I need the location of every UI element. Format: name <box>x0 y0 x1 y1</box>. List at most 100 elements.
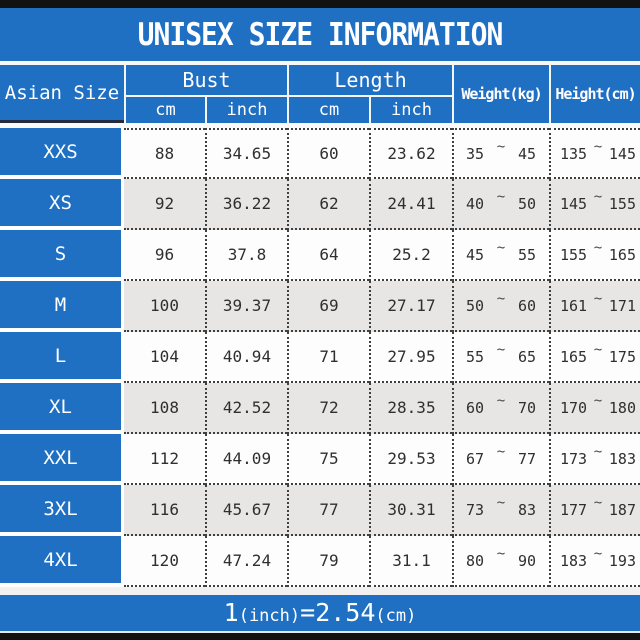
table-row-l: L 104 40.94 71 27.95 55 ~65 165 ~175 <box>0 332 640 383</box>
weight-min: 55 <box>466 347 485 366</box>
height-max: 193 <box>608 551 636 570</box>
tilde: ~ <box>496 138 506 155</box>
length-inch-cell: 29.53 <box>369 434 452 485</box>
length-cm-cell: 60 <box>287 128 369 179</box>
weight-range-cell: 67 ~77 <box>452 434 549 485</box>
height-range-cell: 145 ~155 <box>549 179 640 230</box>
header-bust-cm: cm <box>124 97 205 123</box>
header-bust-inch: inch <box>205 97 287 123</box>
weight-max: 83 <box>517 500 536 519</box>
weight-range-cell: 40 ~50 <box>452 179 549 230</box>
header-length-inch: inch <box>369 97 452 123</box>
weight-max: 45 <box>517 144 536 163</box>
length-cm-cell: 79 <box>287 536 369 587</box>
size-cell: M <box>0 281 124 332</box>
length-cm-cell: 71 <box>287 332 369 383</box>
bust-inch-cell: 47.24 <box>205 536 287 587</box>
table-row-xl: XL 108 42.52 72 28.35 60 ~70 170 ~180 <box>0 383 640 434</box>
height-max: 180 <box>608 398 636 417</box>
table-row-xs: XS 92 36.22 62 24.41 40 ~50 145 ~155 <box>0 179 640 230</box>
header-length: Length <box>287 65 452 97</box>
height-max: 175 <box>608 347 636 366</box>
tilde: ~ <box>593 341 603 358</box>
table-body: XXS 88 34.65 60 23.62 35 ~45 135 ~145 XS 9… <box>0 128 640 587</box>
bust-inch-cell: 44.09 <box>205 434 287 485</box>
weight-range-cell: 80 ~90 <box>452 536 549 587</box>
tilde: ~ <box>593 392 603 409</box>
height-min: 161 <box>560 296 588 315</box>
title-separator <box>0 61 640 65</box>
weight-range-cell: 35 ~45 <box>452 128 549 179</box>
height-min: 135 <box>560 144 588 163</box>
height-min: 145 <box>560 194 588 213</box>
size-cell: S <box>0 230 124 281</box>
height-range-cell: 177 ~187 <box>549 485 640 536</box>
bust-inch-cell: 39.37 <box>205 281 287 332</box>
size-cell: L <box>0 332 124 383</box>
bottom-separator <box>0 631 640 633</box>
tilde: ~ <box>496 494 506 511</box>
length-cm-cell: 62 <box>287 179 369 230</box>
height-min: 170 <box>560 398 588 417</box>
table-row-s: S 96 37.8 64 25.2 45 ~55 155 ~165 <box>0 230 640 281</box>
tilde: ~ <box>496 443 506 460</box>
weight-min: 80 <box>466 551 485 570</box>
size-cell: 4XL <box>0 536 124 587</box>
bust-inch-cell: 45.67 <box>205 485 287 536</box>
conversion-value: 1 <box>223 598 239 627</box>
tilde: ~ <box>496 392 506 409</box>
size-cell: XXS <box>0 128 124 179</box>
height-range-cell: 173 ~183 <box>549 434 640 485</box>
height-min: 165 <box>560 347 588 366</box>
weight-range-cell: 60 ~70 <box>452 383 549 434</box>
height-range-cell: 155 ~165 <box>549 230 640 281</box>
height-range-cell: 165 ~175 <box>549 332 640 383</box>
tilde: ~ <box>496 290 506 307</box>
weight-max: 60 <box>517 296 536 315</box>
height-min: 155 <box>560 245 588 264</box>
bust-cm-cell: 92 <box>124 179 205 230</box>
height-max: 165 <box>608 245 636 264</box>
bottom-black-bar <box>0 633 640 640</box>
bust-inch-cell: 34.65 <box>205 128 287 179</box>
weight-min: 67 <box>466 449 485 468</box>
weight-max: 55 <box>517 245 536 264</box>
header-asian-size: Asian Size <box>0 65 124 123</box>
height-range-cell: 170 ~180 <box>549 383 640 434</box>
weight-max: 90 <box>517 551 536 570</box>
header-height: Height(cm) <box>549 65 640 123</box>
length-inch-cell: 27.95 <box>369 332 452 383</box>
table-row-xxs: XXS 88 34.65 60 23.62 35 ~45 135 ~145 <box>0 128 640 179</box>
tilde: ~ <box>593 494 603 511</box>
size-cell: XS <box>0 179 124 230</box>
height-max: 145 <box>608 144 636 163</box>
weight-range-cell: 55 ~65 <box>452 332 549 383</box>
height-min: 173 <box>560 449 588 468</box>
table-row-3xl: 3XL 116 45.67 77 30.31 73 ~83 177 ~187 <box>0 485 640 536</box>
height-min: 183 <box>560 551 588 570</box>
top-black-bar <box>0 0 640 8</box>
bust-cm-cell: 112 <box>124 434 205 485</box>
size-cell: 3XL <box>0 485 124 536</box>
height-max: 155 <box>608 194 636 213</box>
conversion-equals: = <box>300 598 316 627</box>
weight-min: 40 <box>466 194 485 213</box>
weight-min: 45 <box>466 245 485 264</box>
weight-min: 60 <box>466 398 485 417</box>
height-range-cell: 161 ~171 <box>549 281 640 332</box>
bust-cm-cell: 104 <box>124 332 205 383</box>
bust-cm-cell: 88 <box>124 128 205 179</box>
table-row-4xl: 4XL 120 47.24 79 31.1 80 ~90 183 ~193 <box>0 536 640 587</box>
height-min: 177 <box>560 500 588 519</box>
length-inch-cell: 30.31 <box>369 485 452 536</box>
bust-inch-cell: 37.8 <box>205 230 287 281</box>
bust-cm-cell: 120 <box>124 536 205 587</box>
bust-inch-cell: 36.22 <box>205 179 287 230</box>
length-inch-cell: 25.2 <box>369 230 452 281</box>
height-range-cell: 135 ~145 <box>549 128 640 179</box>
table-row-xxl: XXL 112 44.09 75 29.53 67 ~77 173 ~183 <box>0 434 640 485</box>
conversion-unit-inch: (inch) <box>238 606 301 626</box>
bust-cm-cell: 108 <box>124 383 205 434</box>
bust-inch-cell: 40.94 <box>205 332 287 383</box>
